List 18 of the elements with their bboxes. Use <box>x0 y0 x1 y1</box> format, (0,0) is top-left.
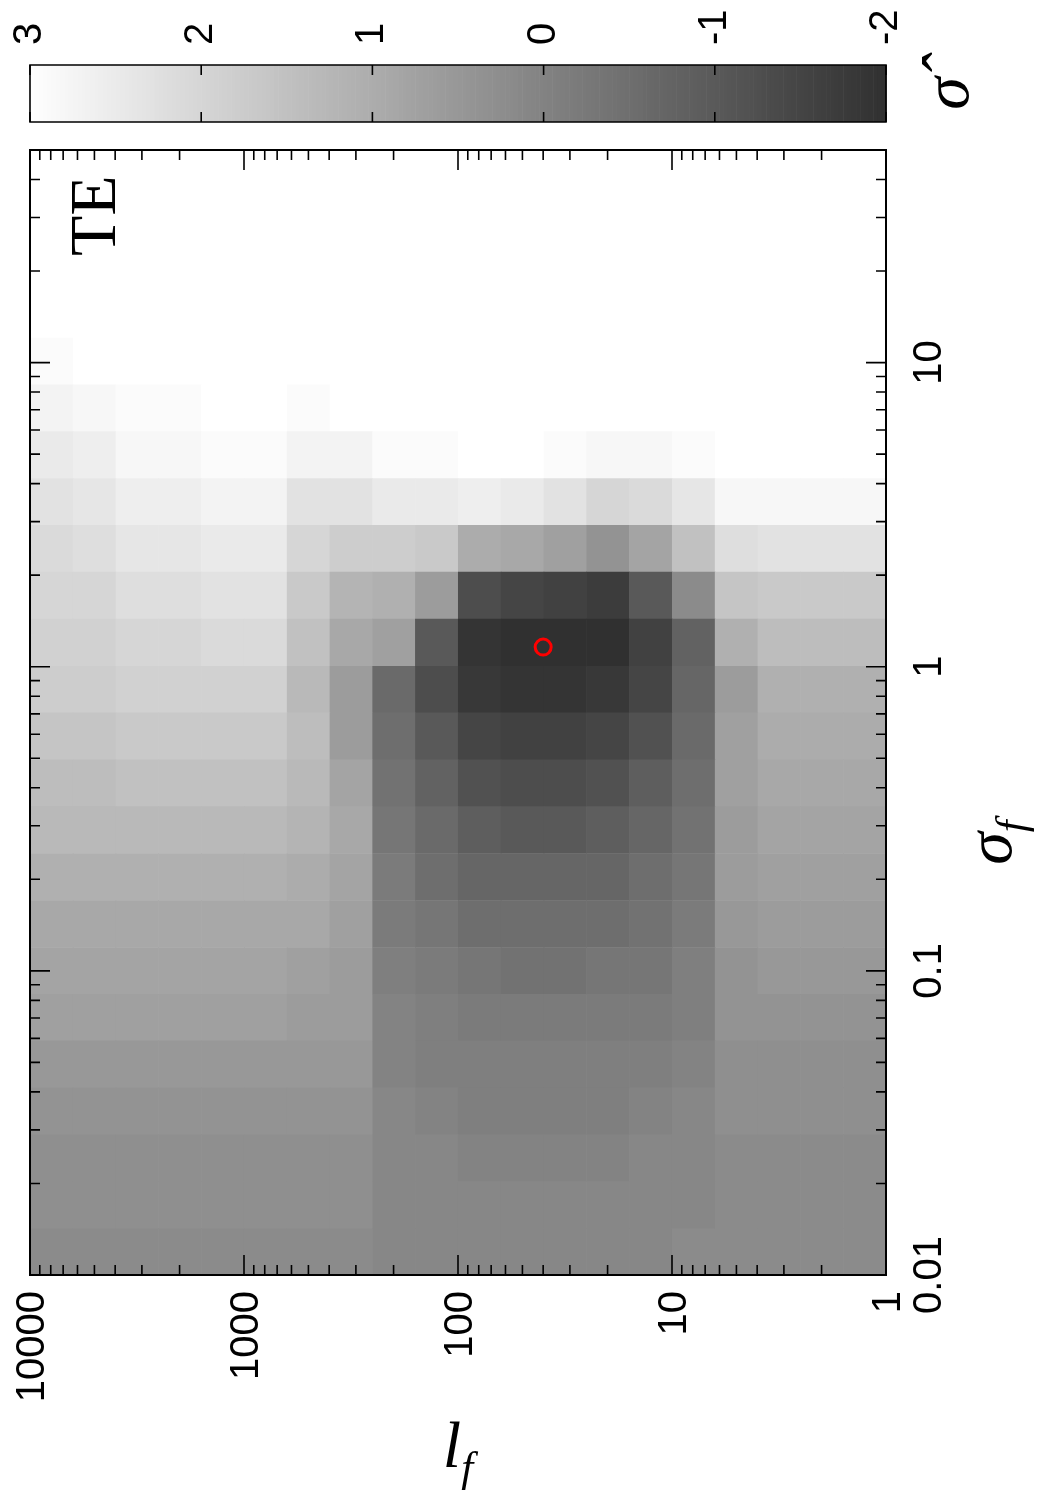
y-tick-label: 10 <box>905 340 950 385</box>
color-bar-label: 0 <box>518 22 563 45</box>
color-bar-label: -2 <box>861 9 906 45</box>
x-tick-label: 1000 <box>222 1291 266 1380</box>
x-tick-label: 100 <box>436 1291 480 1358</box>
y-tick-label: 0.01 <box>905 1236 950 1314</box>
y-tick-label: 0.1 <box>905 943 950 999</box>
y-tick-label: 1 <box>905 655 950 678</box>
color-bar-label: 1 <box>347 22 392 45</box>
color-bar-label: 3 <box>5 22 50 45</box>
color-bar-label: -1 <box>689 9 734 45</box>
y-axis-title: σf <box>952 815 1035 865</box>
x-tick-label: 10000 <box>8 1291 52 1403</box>
x-tick-label: 10 <box>650 1291 694 1336</box>
x-tick-label: 1 <box>864 1291 908 1314</box>
color-bar-title: σ̂ <box>909 52 983 110</box>
color-bar-label: 2 <box>176 22 221 45</box>
annotation: TE <box>56 175 130 256</box>
